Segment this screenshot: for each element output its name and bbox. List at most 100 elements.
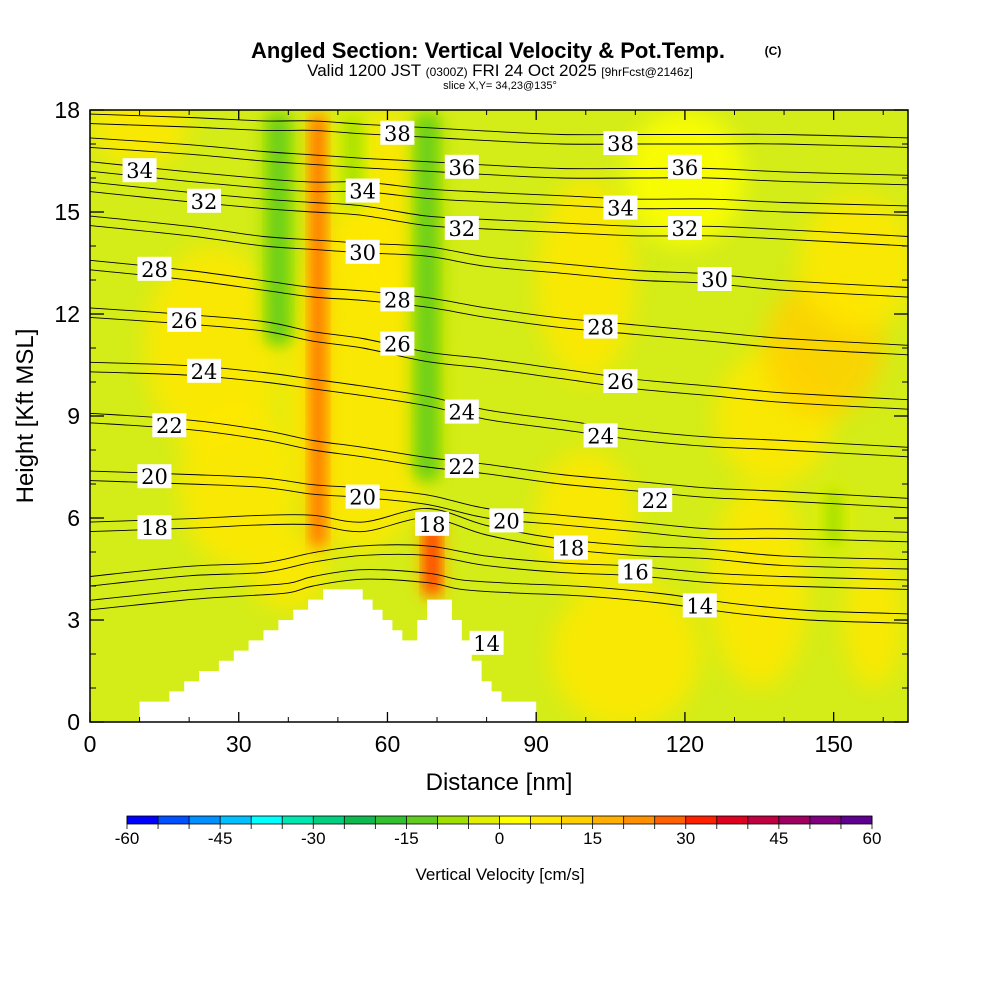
isentrope-label-text: 34 — [126, 159, 153, 183]
isentrope-label-text: 18 — [419, 513, 446, 537]
colorbar-swatch — [840, 816, 873, 824]
isentrope-minor — [90, 113, 908, 139]
updraft-core — [425, 524, 439, 594]
isentrope-label-box — [345, 484, 380, 509]
isentrope-label: 18 — [137, 515, 172, 540]
colorbar-tick-label: 60 — [863, 829, 882, 848]
isentrope-label-box — [137, 464, 172, 489]
isentrope-label-text: 38 — [607, 132, 634, 156]
isentrope-minor — [90, 508, 908, 560]
isentrope-label-text: 26 — [607, 370, 634, 394]
y-tick-label: 0 — [67, 709, 80, 735]
x-tick-label: 30 — [226, 731, 252, 757]
isentrope-label: 20 — [345, 484, 380, 510]
isentrope-label-text: 22 — [448, 455, 475, 479]
isentrope-label: 32 — [187, 188, 222, 214]
isentrope-label: 26 — [167, 307, 202, 333]
colorbar-swatch — [592, 816, 625, 824]
isentrope-28 — [90, 269, 908, 356]
colorbar-swatch — [282, 816, 314, 824]
plot-area: 38 38 34 36 36 34 34 32 32 32 30 30 28 28 28 26 26 26 24 24… — [90, 110, 908, 722]
isentrope-label-box — [380, 331, 415, 356]
isentrope-label-box — [603, 195, 638, 220]
isentrope-label-box — [618, 559, 653, 584]
isentrope-label: 24 — [444, 399, 479, 425]
isentrope-label: 36 — [444, 154, 479, 180]
isentrope-label-text: 32 — [191, 190, 218, 214]
x-tick-label: 120 — [666, 731, 704, 757]
isentrope-label-box — [137, 256, 172, 281]
isentrope-20 — [90, 480, 908, 543]
isentrope-label-box — [697, 267, 732, 291]
isentrope-label: 34 — [603, 195, 638, 221]
isentrope-label: 32 — [444, 216, 479, 241]
isentrope-label: 26 — [603, 369, 638, 394]
isentrope-label: 30 — [697, 267, 732, 292]
isentrope-label-text: 36 — [448, 156, 475, 180]
isentrope-label: 28 — [380, 287, 415, 312]
isentrope-label-text: 26 — [171, 309, 198, 333]
isentrope-label-text: 16 — [622, 560, 649, 584]
colorbar: -60 -45 -30 -15 0 15 30 45 60 — [115, 815, 882, 848]
isentrope-label-box — [469, 630, 504, 655]
chart-subtitle: Valid 1200 JST (0300Z) FRI 24 Oct 2025 [… — [307, 61, 693, 80]
colorbar-tick-label: 30 — [676, 829, 695, 848]
x-tick-label: 90 — [523, 731, 549, 757]
x-tick-label: 150 — [814, 731, 852, 757]
colorbar-tick-label: 45 — [769, 829, 788, 848]
x-tick-label: 60 — [375, 731, 401, 757]
isentrope-label-text: 32 — [448, 217, 475, 241]
velocity-patch — [144, 246, 284, 450]
isentrope-label-box — [638, 488, 673, 512]
velocity-patch — [179, 399, 299, 569]
isentrope-label: 22 — [444, 454, 479, 479]
isentrope-label: 36 — [667, 154, 702, 180]
isentrope-label: 22 — [152, 413, 187, 438]
colorbar-swatch — [220, 816, 252, 824]
isentrope-minor — [90, 259, 908, 346]
colorbar-swatch — [685, 816, 718, 824]
isentrope-label-box — [137, 515, 172, 540]
isentrope-label-text: 28 — [384, 288, 411, 312]
y-tick-label: 15 — [54, 199, 80, 225]
isentrope-label-text: 20 — [349, 486, 376, 510]
isentrope-label-box — [667, 154, 702, 179]
isentrope-label-box — [583, 314, 618, 339]
isentrope-label-text: 30 — [349, 241, 376, 265]
isentropes — [90, 113, 908, 624]
isentrope-label: 20 — [489, 508, 524, 533]
colorbar-swatch — [437, 816, 469, 824]
terrain — [90, 589, 537, 722]
colorbar-tick-label: 0 — [495, 829, 504, 848]
isentrope-label: 18 — [415, 511, 450, 537]
colorbar-swatch — [313, 816, 345, 824]
colorbar-swatch — [499, 816, 531, 824]
isentrope-minor — [90, 215, 908, 288]
velocity-patch — [551, 579, 700, 722]
isentrope-minor — [90, 161, 908, 207]
isentrope-38 — [90, 123, 908, 148]
velocity-patch — [843, 552, 904, 688]
isentrope-label-box — [444, 154, 479, 179]
isentrope-label-text: 36 — [672, 156, 699, 180]
isentrope-label-box — [122, 158, 157, 183]
y-tick-label: 3 — [67, 607, 80, 633]
colorbar-tick-label: -45 — [208, 829, 233, 848]
x-axis-label: Distance [nm] — [426, 769, 573, 796]
isentrope-30 — [90, 225, 908, 298]
isentrope-14 — [90, 578, 908, 624]
isentrope-minor — [90, 544, 908, 581]
isentrope-label-box — [553, 535, 588, 560]
isentrope-label-box — [415, 511, 450, 536]
colorbar-swatch — [344, 816, 376, 824]
colorbar-swatch — [251, 816, 283, 824]
colorbar-swatch — [158, 816, 190, 824]
isentrope-label: 38 — [603, 131, 638, 156]
colorbar-swatch — [623, 816, 656, 824]
downdraft-core — [270, 116, 287, 342]
isentrope-label-text: 18 — [558, 537, 585, 561]
chart-title: Angled Section: Vertical Velocity & Pot.… — [251, 38, 725, 63]
isentrope-label-text: 34 — [349, 180, 376, 204]
isentrope-label: 32 — [667, 216, 702, 241]
